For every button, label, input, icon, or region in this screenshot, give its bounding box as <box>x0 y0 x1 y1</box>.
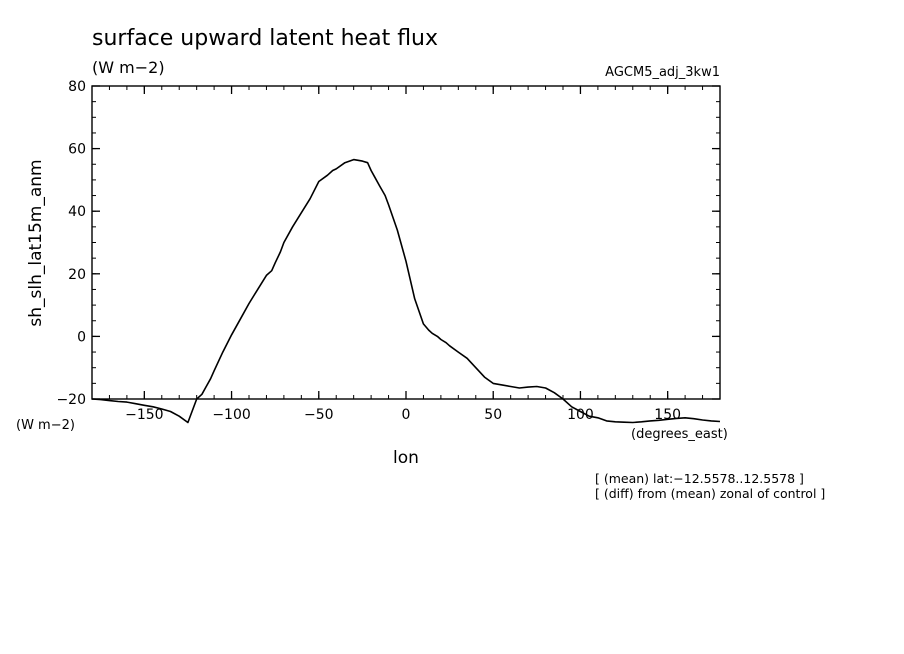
series-layer <box>91 158 721 424</box>
x-tick-label: 100 <box>567 407 594 423</box>
y-axis-label: sh_slh_lat15m_anm <box>26 159 46 326</box>
y-tick-label: 60 <box>68 142 86 158</box>
x-tick-label: −150 <box>125 407 163 423</box>
run-label: AGCM5_adj_3kw1 <box>605 65 720 80</box>
x-tick-label: −100 <box>212 407 250 423</box>
x-tick-label: 0 <box>402 407 411 423</box>
note-line-1: [ (mean) lat:−12.5578..12.5578 ] <box>595 471 804 486</box>
x-axis-units: (degrees_east) <box>631 427 728 442</box>
y-tick-label: 0 <box>77 329 86 345</box>
y-tick-label: 80 <box>68 79 86 95</box>
x-tick-label: 50 <box>484 407 502 423</box>
y-tick-label: 20 <box>68 267 86 283</box>
plot-frame <box>91 85 721 400</box>
chart-units: (W m−2) <box>92 58 165 77</box>
x-axis-label: lon <box>393 448 419 468</box>
note-line-2: [ (diff) from (mean) zonal of control ] <box>595 486 825 501</box>
series-line <box>91 158 721 424</box>
x-tick-label: −50 <box>304 407 334 423</box>
chart-title: surface upward latent heat flux <box>92 26 438 51</box>
y-tick-label: −20 <box>56 392 86 408</box>
y-tick-label: 40 <box>68 204 86 220</box>
y-axis-units: (W m−2) <box>16 418 75 433</box>
